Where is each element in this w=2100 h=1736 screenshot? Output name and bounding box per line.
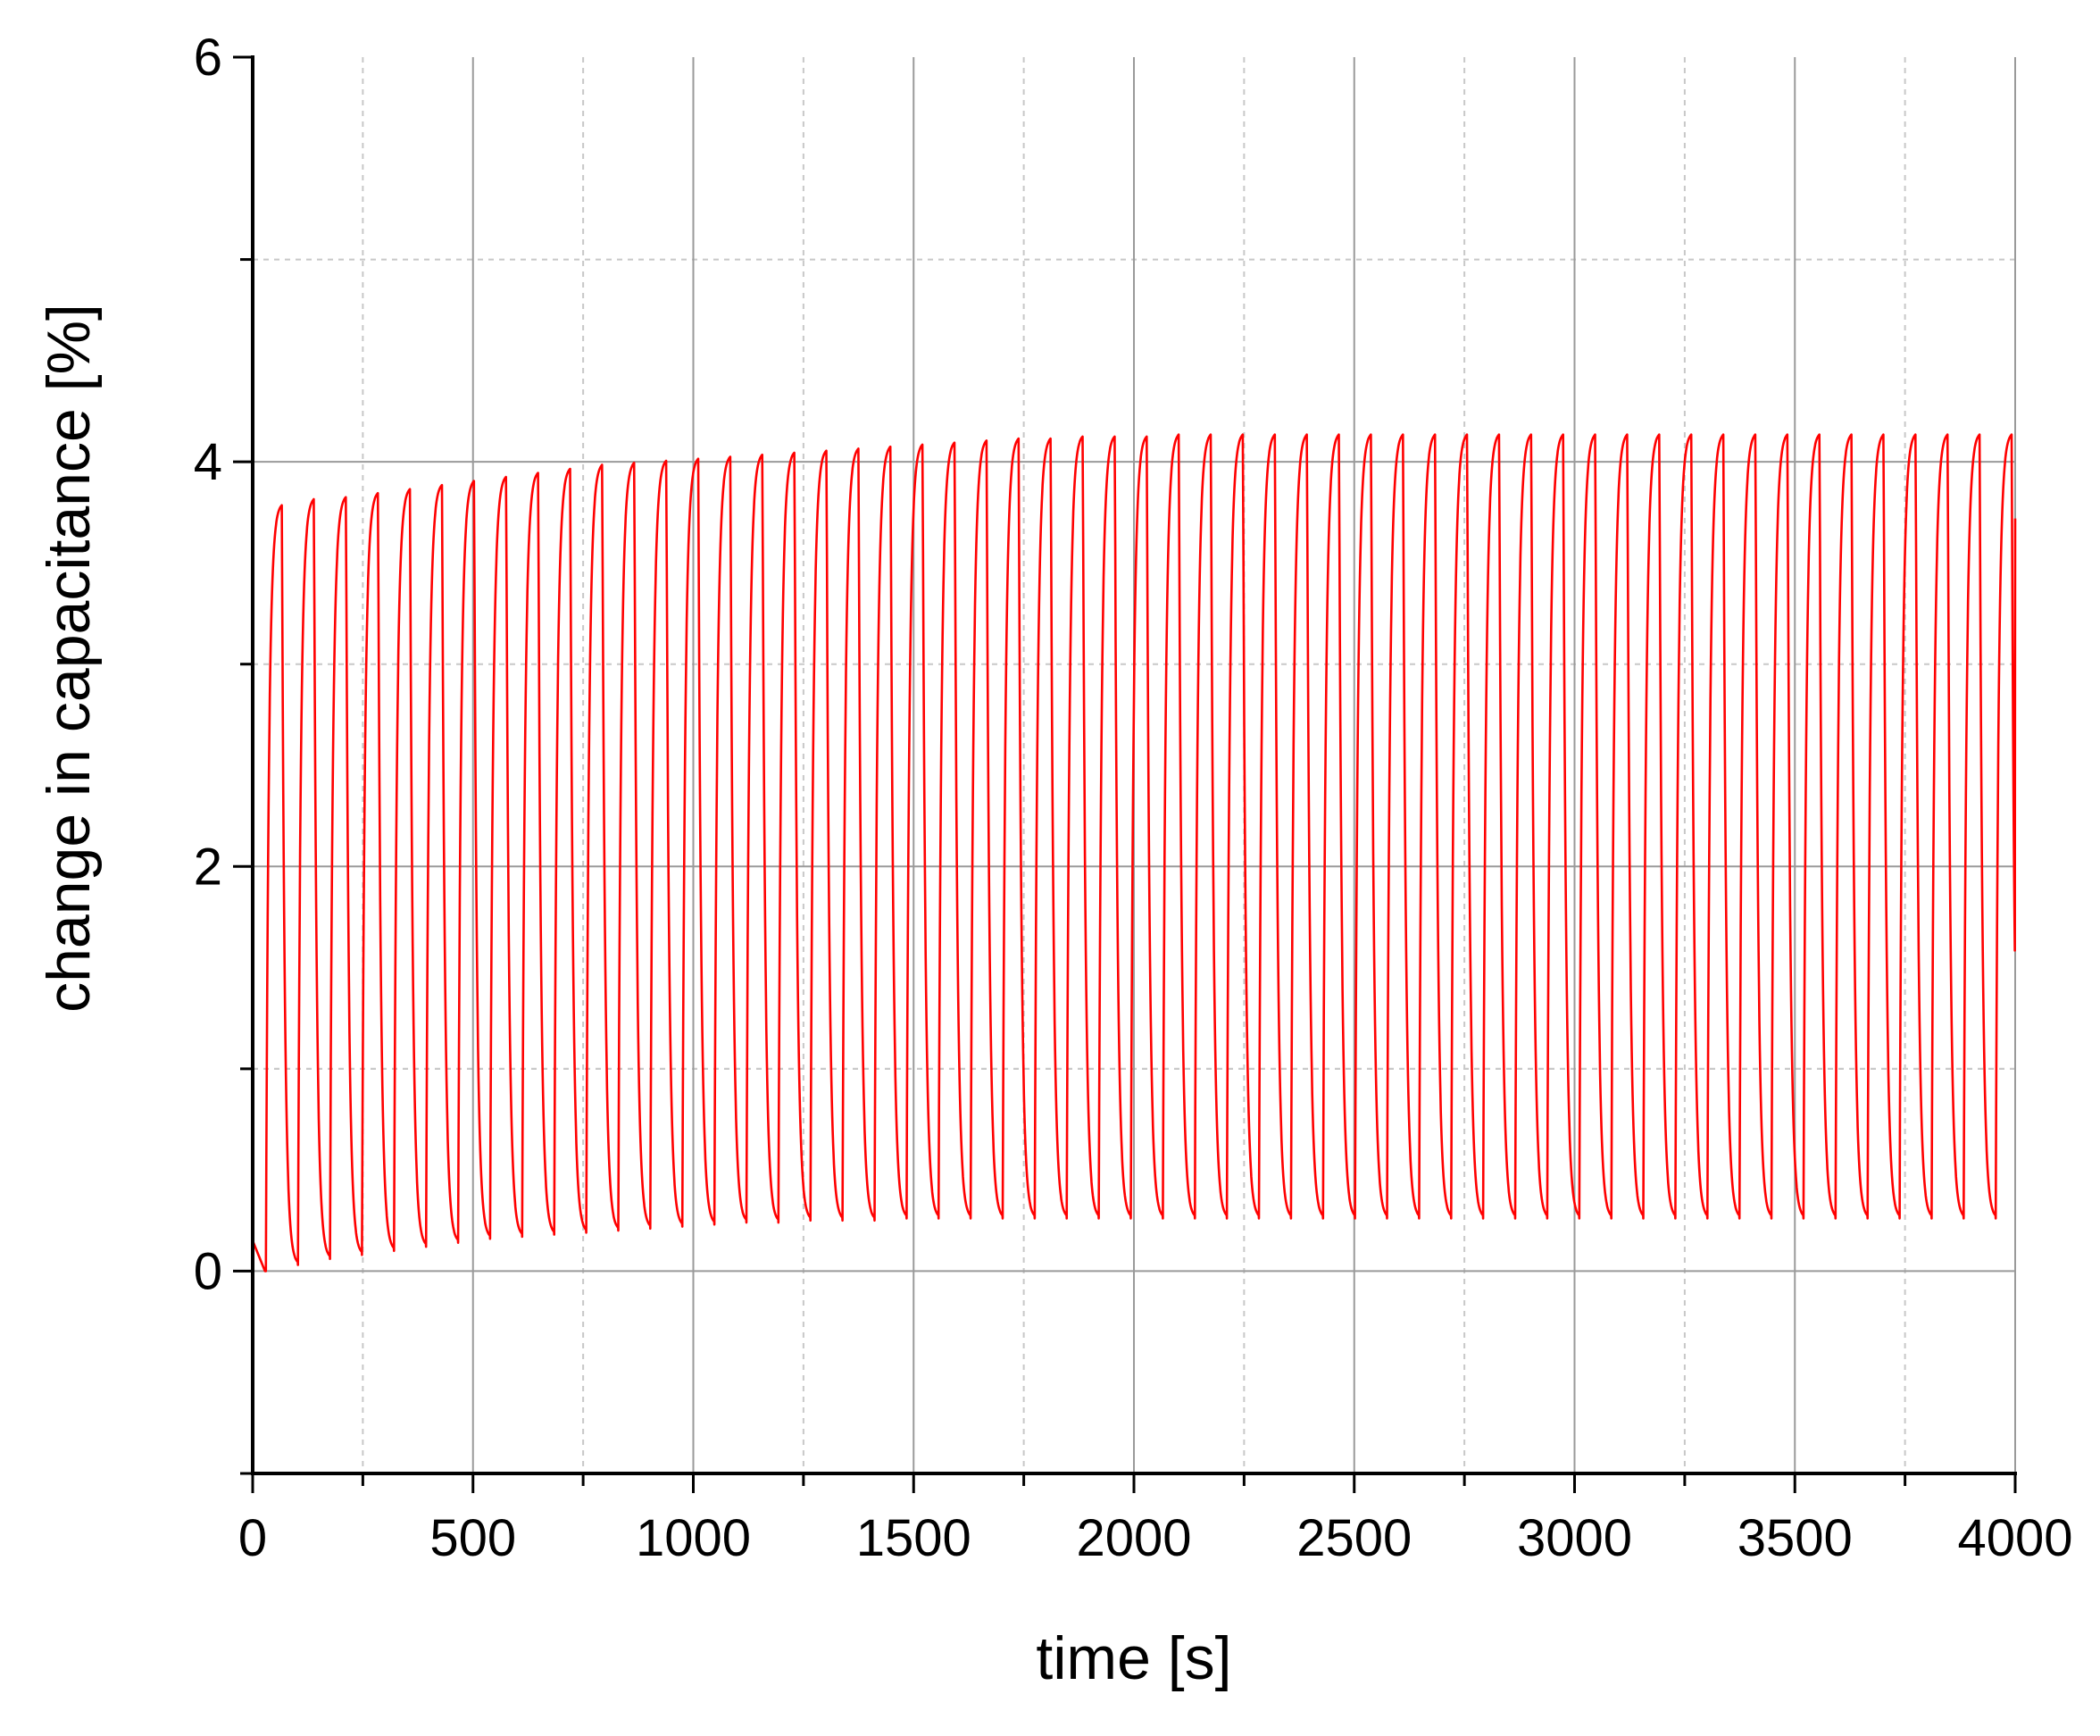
x-tick-label: 1000: [636, 1509, 751, 1567]
series-group: [251, 433, 2017, 1273]
x-tick-label: 4000: [1957, 1509, 2072, 1567]
x-tick-label: 0: [238, 1509, 267, 1567]
x-tick-label: 2500: [1296, 1509, 1412, 1567]
y-tick-label: 0: [194, 1242, 222, 1300]
x-tick-label: 3500: [1738, 1509, 1853, 1567]
x-tick-label: 500: [429, 1509, 516, 1567]
x-tick-label: 2000: [1076, 1509, 1191, 1567]
series-line-0: [251, 433, 2017, 1273]
x-tick-label: 1500: [856, 1509, 971, 1567]
y-tick-label: 2: [194, 838, 222, 896]
x-axis-label: time [s]: [1036, 1624, 1231, 1692]
y-tick-label: 4: [194, 433, 222, 491]
x-tick-label: 3000: [1517, 1509, 1632, 1567]
tick-labels: 0 500 1000 1500 2000 2500 3000 3500 4000 0 2 4 6: [194, 29, 2073, 1567]
axes: [233, 55, 2017, 1493]
y-axis-label: change in capacitance [%]: [35, 304, 103, 1013]
y-tick-label: 6: [194, 29, 222, 87]
grid: [253, 57, 2016, 1473]
